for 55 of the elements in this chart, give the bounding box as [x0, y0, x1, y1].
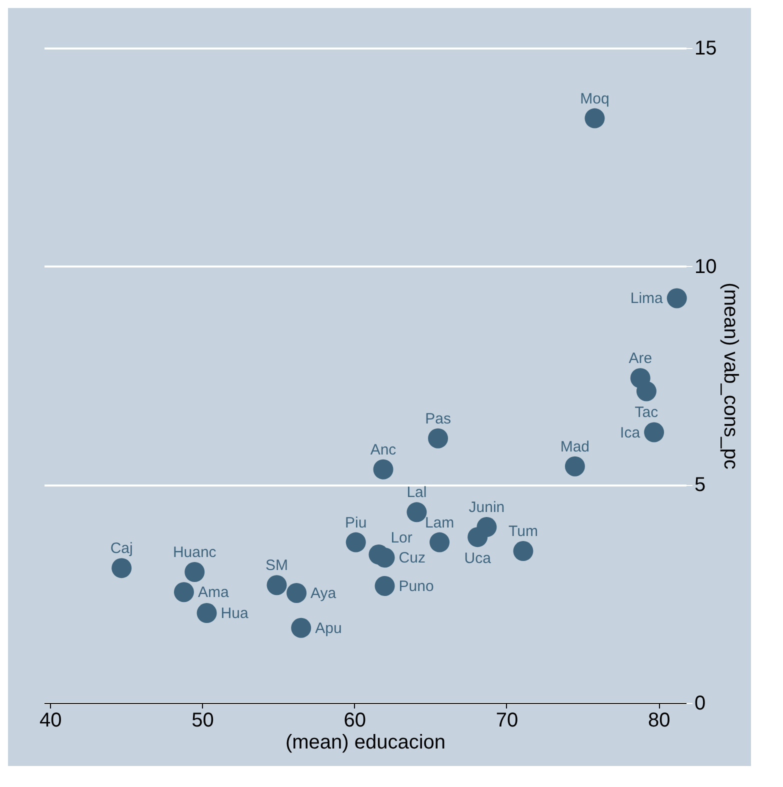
y-tick-label: 0	[694, 692, 706, 714]
y-tick-label: 10	[694, 256, 717, 278]
point	[266, 575, 287, 596]
annotation: Tum	[508, 523, 538, 540]
point	[291, 618, 312, 638]
annotation: Lam	[424, 514, 454, 532]
annotation: Lor	[390, 530, 412, 547]
annotation: Lima	[630, 290, 664, 308]
point	[174, 582, 194, 602]
y-tick-label: 5	[694, 474, 706, 496]
annotation: Cuz	[398, 550, 426, 567]
y-tick-label: 15	[694, 38, 717, 60]
annotation: Junin	[468, 499, 505, 516]
point	[286, 582, 307, 603]
annotation: Moq	[580, 90, 610, 108]
x-tick-label: 80	[648, 710, 670, 732]
x-tick-label: 40	[39, 710, 62, 732]
point	[346, 532, 366, 552]
annotation: SM	[266, 557, 288, 574]
x-tick-label: 50	[192, 710, 214, 732]
annotation: Apu	[315, 620, 342, 637]
annotation: Ica	[620, 424, 641, 442]
annotation: Uca	[464, 550, 492, 568]
x-axis-title: (mean) educacion	[285, 732, 446, 754]
point	[584, 108, 605, 128]
point	[476, 517, 497, 538]
point	[636, 381, 656, 402]
point	[374, 576, 395, 596]
annotation: Mad	[560, 438, 590, 456]
annotation: Huanc	[172, 544, 217, 561]
annotation: Anc	[370, 441, 397, 458]
annotation: Lal	[406, 484, 427, 502]
y-axis-title: (mean) vab_cons_pc	[720, 282, 742, 470]
annotation: Tac	[634, 404, 659, 422]
annotation: Ama	[198, 584, 230, 602]
point	[666, 288, 687, 308]
x-tick-label: 70	[496, 710, 518, 732]
annotation: Caj	[110, 540, 133, 558]
point	[112, 558, 132, 578]
point	[513, 541, 534, 562]
annotation: Pas	[425, 410, 451, 428]
point	[644, 422, 664, 442]
annotation: Hua	[220, 605, 249, 622]
point	[406, 502, 427, 522]
point	[373, 459, 394, 480]
point	[564, 456, 585, 476]
annotation: Aya	[310, 584, 337, 602]
annotation: Piu	[345, 514, 367, 532]
point	[196, 603, 217, 624]
annotation: Are	[628, 350, 652, 368]
annotation: Puno	[398, 578, 434, 595]
x-tick-label: 60	[344, 710, 366, 732]
point	[430, 532, 450, 552]
point	[184, 562, 205, 582]
point	[428, 428, 448, 448]
